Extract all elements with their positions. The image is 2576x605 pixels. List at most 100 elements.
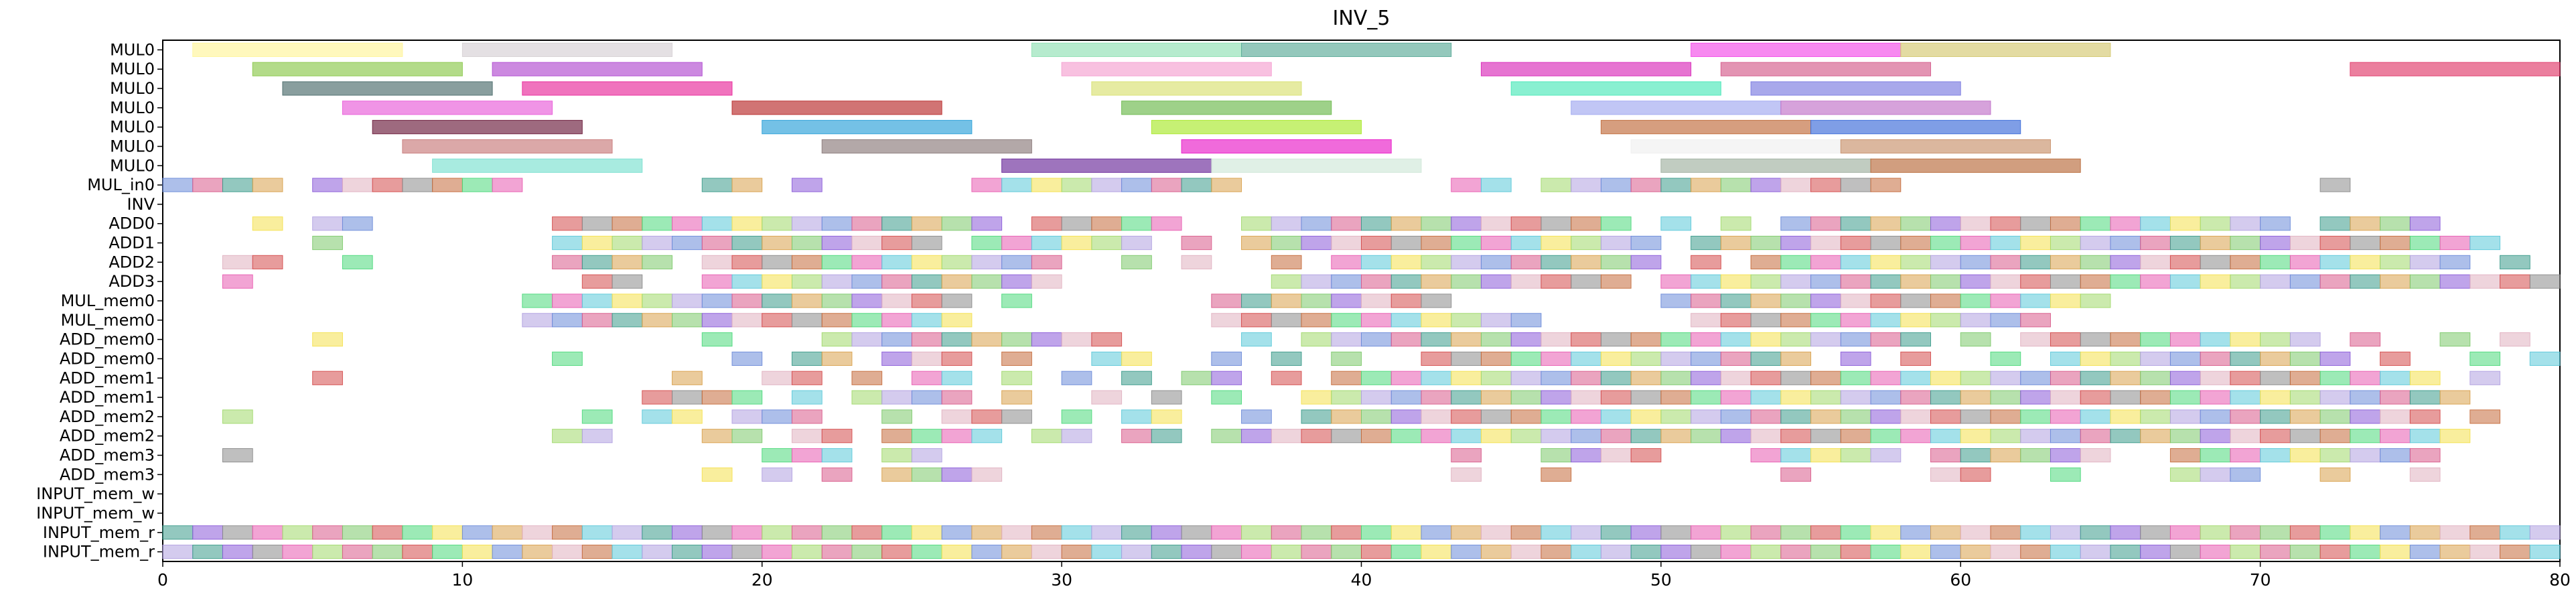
task-cell [881, 351, 912, 366]
task-cell [2140, 409, 2171, 424]
task-cell [1870, 178, 1902, 192]
task-cell [2350, 390, 2381, 405]
task-cell [1121, 216, 1152, 231]
task-cell [222, 255, 253, 269]
task-cell [2140, 429, 2171, 444]
task-bar [821, 139, 1032, 154]
task-cell [2260, 274, 2291, 289]
task-cell [1990, 235, 2021, 251]
task-cell [1541, 429, 1572, 444]
task-cell [2409, 467, 2441, 482]
task-cell [2200, 429, 2231, 444]
task-cell [522, 313, 553, 328]
task-cell [642, 409, 673, 424]
task-cell [1960, 371, 1991, 385]
task-cell [821, 255, 853, 269]
task-cell [2020, 255, 2051, 269]
input-cell [911, 545, 942, 559]
task-cell [2200, 448, 2231, 463]
task-cell [821, 429, 853, 444]
task-cell [881, 313, 912, 328]
task-cell [2500, 255, 2530, 269]
task-cell [2260, 371, 2291, 385]
task-cell [1121, 178, 1152, 192]
task-cell [1241, 313, 1272, 328]
task-cell [1600, 371, 1632, 385]
task-cell [1421, 390, 1452, 405]
task-cell [1691, 235, 1721, 251]
task-cell [2319, 448, 2351, 463]
task-cell [1960, 448, 1991, 463]
x-tick-label: 70 [2250, 570, 2271, 590]
task-cell [1331, 409, 1362, 424]
task-cell [1870, 313, 1902, 328]
task-cell [1091, 216, 1123, 231]
task-cell [2289, 351, 2321, 366]
task-cell [1930, 293, 1961, 308]
task-cell [1271, 216, 1302, 231]
task-cell [2230, 274, 2261, 289]
y-tick-label: MUL0 [110, 156, 155, 175]
y-tick-label: MUL0 [110, 118, 155, 137]
input-cell [1211, 545, 1242, 559]
task-cell [2200, 409, 2231, 424]
input-cell [762, 525, 792, 540]
task-cell [1480, 178, 1512, 192]
task-cell [1001, 409, 1032, 424]
y-tick-label: MUL_mem0 [61, 291, 155, 310]
input-cell [2380, 545, 2411, 559]
task-cell [2169, 409, 2201, 424]
task-bar [492, 62, 703, 76]
input-cell [2050, 545, 2081, 559]
task-cell [762, 371, 792, 385]
task-bar [731, 100, 942, 115]
task-cell [1870, 332, 1902, 347]
task-cell [1720, 216, 1751, 231]
task-cell [1750, 293, 1782, 308]
task-cell [2140, 274, 2171, 289]
task-cell [1390, 216, 1422, 231]
input-cell [1241, 545, 1272, 559]
task-cell [762, 216, 792, 231]
task-cell [762, 467, 792, 482]
task-cell [1451, 429, 1482, 444]
task-cell [672, 216, 703, 231]
task-cell [2260, 351, 2291, 366]
y-tick-label: ADD_mem1 [60, 388, 155, 407]
task-cell [2409, 235, 2441, 251]
input-cell [1271, 525, 1302, 540]
task-cell [492, 178, 523, 192]
input-cell [1390, 545, 1422, 559]
task-cell [2500, 274, 2530, 289]
task-cell [1720, 293, 1751, 308]
task-cell [881, 216, 912, 231]
input-cell [1480, 545, 1512, 559]
task-cell [2110, 429, 2141, 444]
task-cell [1061, 216, 1092, 231]
x-tick-label: 40 [1351, 570, 1372, 590]
task-cell [1691, 409, 1721, 424]
input-cell [1151, 525, 1182, 540]
task-bar [1780, 100, 1991, 115]
task-cell [1121, 351, 1152, 366]
task-cell [2200, 371, 2231, 385]
task-cell [2050, 390, 2081, 405]
task-cell [1900, 255, 1932, 269]
task-cell [1331, 274, 1362, 289]
task-cell [2289, 390, 2321, 405]
task-cell [1241, 235, 1272, 251]
task-cell [581, 255, 613, 269]
task-cell [2110, 371, 2141, 385]
task-cell [1061, 178, 1092, 192]
task-cell [1870, 255, 1902, 269]
task-cell [701, 313, 733, 328]
task-cell [1331, 313, 1362, 328]
task-cell [731, 293, 763, 308]
task-cell [2439, 255, 2471, 269]
task-cell [1390, 371, 1422, 385]
input-cell [1331, 545, 1362, 559]
task-cell [1390, 409, 1422, 424]
task-cell [2080, 274, 2111, 289]
task-cell [2230, 409, 2261, 424]
task-cell [1840, 371, 1871, 385]
